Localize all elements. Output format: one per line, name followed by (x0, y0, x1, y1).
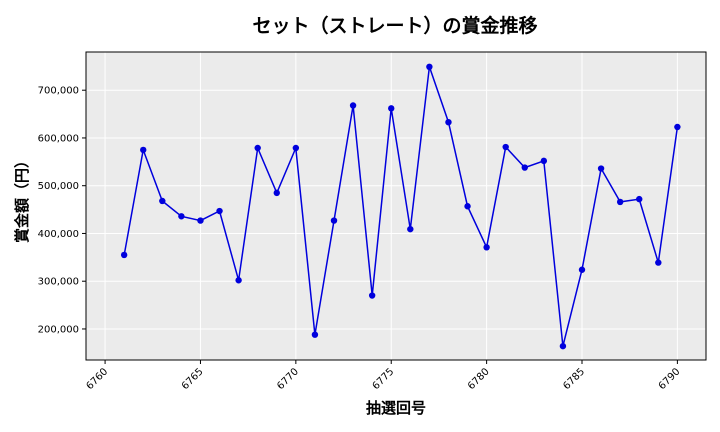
x-tick-label: 6780 (466, 366, 492, 392)
data-point (120, 251, 128, 259)
data-point (616, 198, 624, 206)
series-polyline (123, 66, 679, 347)
x-tick-label: 6765 (180, 366, 206, 392)
x-axis-label: 抽選回号 (366, 399, 426, 417)
plot-area (85, 51, 707, 361)
data-point (273, 189, 280, 197)
x-tick-label: 6760 (84, 366, 110, 392)
data-point (483, 244, 490, 251)
data-point (235, 277, 242, 284)
data-point (311, 331, 319, 338)
x-tick-label: 6790 (657, 366, 683, 392)
data-point (330, 217, 338, 224)
data-point (159, 197, 166, 205)
data-point (636, 195, 643, 203)
data-point (521, 164, 528, 171)
plot-border (85, 51, 707, 361)
x-tick-label: 6775 (371, 366, 397, 392)
series-line (120, 63, 681, 350)
data-point (655, 259, 662, 266)
x-tick-label: 6785 (561, 366, 587, 392)
chart-title: セット（ストレート）の賞金推移 (252, 14, 537, 37)
data-point (292, 144, 300, 152)
data-point (502, 143, 509, 151)
data-point (349, 102, 357, 109)
y-tick-label: 400,000 (38, 229, 79, 240)
data-point (178, 213, 185, 220)
data-point (559, 342, 567, 350)
data-point (445, 118, 452, 126)
y-tick-label: 200,000 (38, 324, 79, 335)
data-point (388, 105, 395, 112)
y-tick-label: 700,000 (38, 86, 79, 97)
y-tick-label: 500,000 (38, 181, 79, 192)
data-point (407, 225, 414, 233)
data-point (197, 217, 204, 224)
grid-lines (86, 52, 706, 360)
x-tick-label: 6770 (275, 366, 301, 392)
data-point (368, 292, 376, 299)
y-tick-label: 300,000 (38, 277, 79, 288)
data-point (578, 266, 586, 273)
data-point (540, 157, 548, 165)
data-point (254, 144, 261, 152)
y-tick-label: 600,000 (38, 133, 79, 144)
data-point (464, 203, 471, 210)
data-point (597, 165, 605, 172)
y-axis-label: 賞金額（円） (13, 153, 31, 243)
data-point (426, 63, 433, 71)
data-point (140, 146, 147, 154)
data-point (216, 207, 223, 215)
data-point (674, 123, 681, 131)
